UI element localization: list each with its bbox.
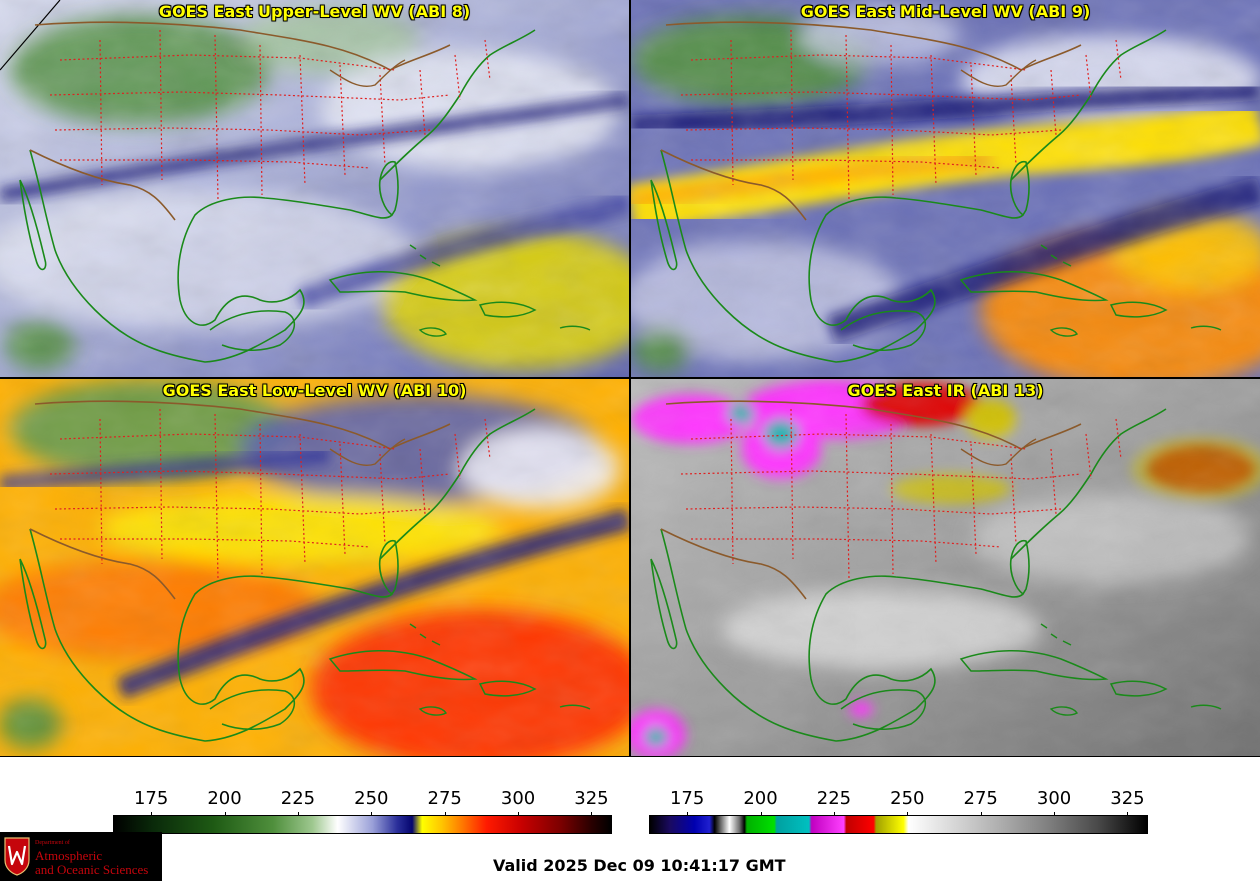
uw-crest-icon	[4, 837, 30, 876]
colorbar-infrared: 175 200 225 250 275 300 325	[649, 788, 1148, 836]
satellite-panel-grid: GOES East Upper-Level WV (ABI 8) GOES Ea…	[0, 0, 1260, 757]
colorbar-tick-mark	[151, 812, 153, 816]
colorbar-ticks: 175 200 225 250 275 300 325	[113, 788, 612, 814]
colorbar-tick-mark	[591, 812, 593, 816]
colorbar-tick-label: 300	[500, 788, 536, 809]
colorbar-tick-label: 200	[207, 788, 242, 809]
colorbar-tick-mark	[371, 812, 373, 816]
colorbar-gradient	[649, 815, 1148, 834]
colorbar-gradient	[113, 815, 612, 834]
colorbar-tick-mark	[833, 812, 835, 816]
colorbar-water-vapor: 175 200 225 250 275 300 325	[113, 788, 612, 836]
colorbar-ticks: 175 200 225 250 275 300 325	[649, 788, 1148, 814]
panel-title: GOES East Mid-Level WV (ABI 9)	[800, 2, 1091, 21]
colorbar-tick-label: 325	[1110, 788, 1145, 809]
colorbar-tick-label: 300	[1036, 788, 1072, 809]
colorbar-tick-label: 225	[280, 788, 316, 809]
panel-upper-level-wv: GOES East Upper-Level WV (ABI 8)	[0, 0, 629, 377]
upper-level-wv-image	[0, 0, 629, 377]
colorbar-tick-label: 250	[354, 788, 389, 809]
panel-title: GOES East Upper-Level WV (ABI 8)	[158, 2, 471, 21]
colorbar-tick-mark	[907, 812, 909, 816]
colorbar-tick-mark	[224, 812, 226, 816]
colorbar-tick-mark	[1054, 812, 1056, 816]
colorbar-tick-mark	[980, 812, 982, 816]
panel-title: GOES East IR (ABI 13)	[847, 381, 1044, 400]
colorbar-tick-label: 175	[133, 788, 169, 809]
logo-line-2: and Oceanic Sciences	[35, 862, 149, 877]
panel-mid-level-wv: GOES East Mid-Level WV (ABI 9)	[631, 0, 1260, 377]
colorbar-tick-label: 325	[574, 788, 609, 809]
colorbar-tick-mark	[760, 812, 762, 816]
mid-level-wv-image	[631, 0, 1260, 377]
colorbar-tick-mark	[518, 812, 520, 816]
colorbar-tick-label: 175	[669, 788, 705, 809]
panel-title: GOES East Low-Level WV (ABI 10)	[162, 381, 467, 400]
aos-logo: Department of Atmospheric and Oceanic Sc…	[0, 832, 162, 881]
ir-image	[631, 379, 1260, 756]
logo-line-1: Atmospheric	[35, 848, 103, 863]
panel-low-level-wv: GOES East Low-Level WV (ABI 10)	[0, 379, 629, 756]
colorbar-tick-mark	[1127, 812, 1129, 816]
logo-department: Department of	[35, 840, 70, 846]
colorbar-tick-mark	[687, 812, 689, 816]
colorbar-tick-label: 275	[427, 788, 462, 809]
valid-timestamp: Valid 2025 Dec 09 10:41:17 GMT	[493, 856, 786, 875]
panel-ir: GOES East IR (ABI 13)	[631, 379, 1260, 756]
colorbar-tick-mark	[444, 812, 446, 816]
colorbar-tick-mark	[297, 812, 299, 816]
colorbar-tick-label: 200	[743, 788, 778, 809]
colorbar-tick-label: 275	[963, 788, 998, 809]
colorbar-tick-label: 225	[816, 788, 852, 809]
colorbar-tick-label: 250	[890, 788, 925, 809]
low-level-wv-image	[0, 379, 629, 756]
